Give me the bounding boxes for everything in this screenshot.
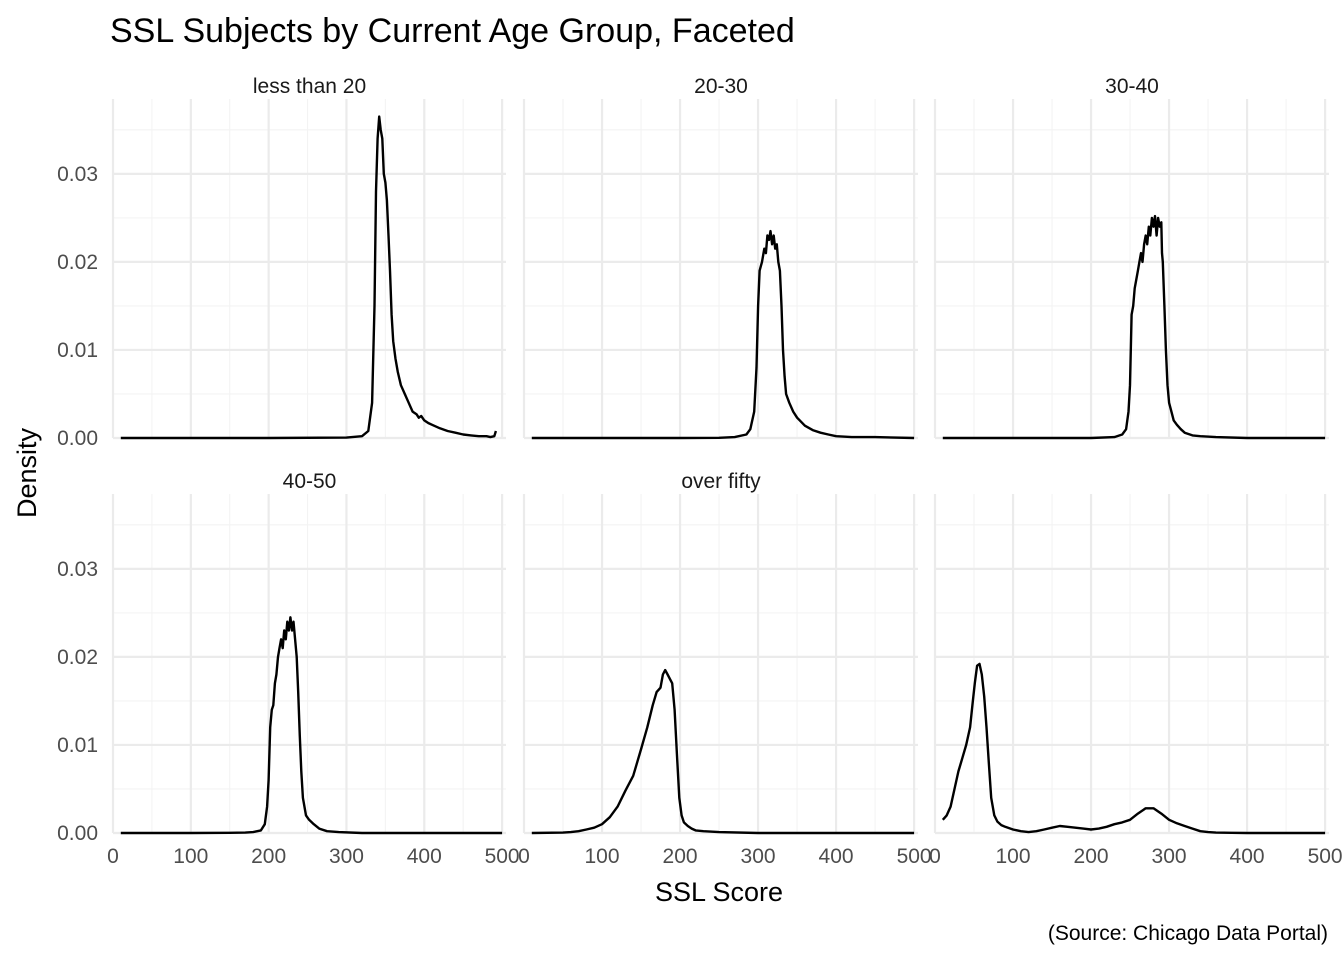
density-curve — [120, 115, 498, 440]
x-tick-label: 500 — [897, 845, 932, 868]
y-axis-title: Density — [12, 427, 42, 518]
y-tick-label: 0.02 — [57, 251, 98, 274]
x-tick-label: 400 — [407, 845, 442, 868]
facet-panels: less than 20 0.00 0.01 0.02 0.03 20-30 30-40 40… — [57, 75, 1342, 868]
x-tick-label: 200 — [1074, 845, 1109, 868]
x-tick-label: 400 — [1230, 845, 1265, 868]
x-axis-title: SSL Score — [655, 877, 783, 907]
x-tick-label: 300 — [329, 845, 364, 868]
x-tick-label: 300 — [741, 845, 776, 868]
facet-strip-label: 30-40 — [1105, 75, 1159, 98]
facet-panel: 30-40 — [933, 75, 1329, 440]
facet-panel: 0 100 200 300 400 500 — [929, 494, 1343, 868]
x-tick-label: 0 — [929, 845, 941, 868]
density-curve — [942, 214, 1326, 440]
x-tick-label: 200 — [663, 845, 698, 868]
x-tick-label: 400 — [819, 845, 854, 868]
y-tick-label: 0.03 — [57, 163, 98, 186]
y-tick-label: 0.01 — [57, 734, 98, 757]
facet-strip-label: less than 20 — [253, 75, 366, 98]
y-tick-label: 0.03 — [57, 558, 98, 581]
y-tick-label: 0.00 — [57, 822, 98, 845]
x-tick-label: 0 — [107, 845, 119, 868]
y-tick-label: 0.02 — [57, 646, 98, 669]
y-tick-label: 0.01 — [57, 339, 98, 362]
facet-strip-label: 20-30 — [694, 75, 748, 98]
chart-title: SSL Subjects by Current Age Group, Facet… — [110, 12, 795, 50]
density-curve — [531, 229, 915, 440]
y-tick-label: 0.00 — [57, 427, 98, 450]
facet-panel: over fifty 0 100 200 300 400 500 — [518, 470, 931, 868]
x-tick-label: 300 — [1152, 845, 1187, 868]
x-tick-label: 500 — [1308, 845, 1343, 868]
x-tick-label: 200 — [251, 845, 286, 868]
density-curve — [531, 668, 915, 835]
facet-strip-label: over fifty — [681, 470, 761, 493]
facet-panel: less than 20 0.00 0.01 0.02 0.03 — [57, 75, 506, 450]
x-tick-label: 100 — [173, 845, 208, 868]
x-tick-label: 0 — [518, 845, 530, 868]
facet-panel: 40-50 0.00 0.01 0.02 0.03 0 100 200 300 400 500 — [57, 470, 520, 868]
facet-strip-label: 40-50 — [283, 470, 337, 493]
x-tick-label: 100 — [584, 845, 619, 868]
density-curve — [120, 616, 503, 835]
x-tick-label: 100 — [995, 845, 1030, 868]
chart-caption: (Source: Chicago Data Portal) — [1048, 922, 1328, 945]
x-tick-label: 500 — [485, 845, 520, 868]
facet-panel: 20-30 — [522, 75, 918, 440]
density-curve — [941, 662, 1326, 835]
